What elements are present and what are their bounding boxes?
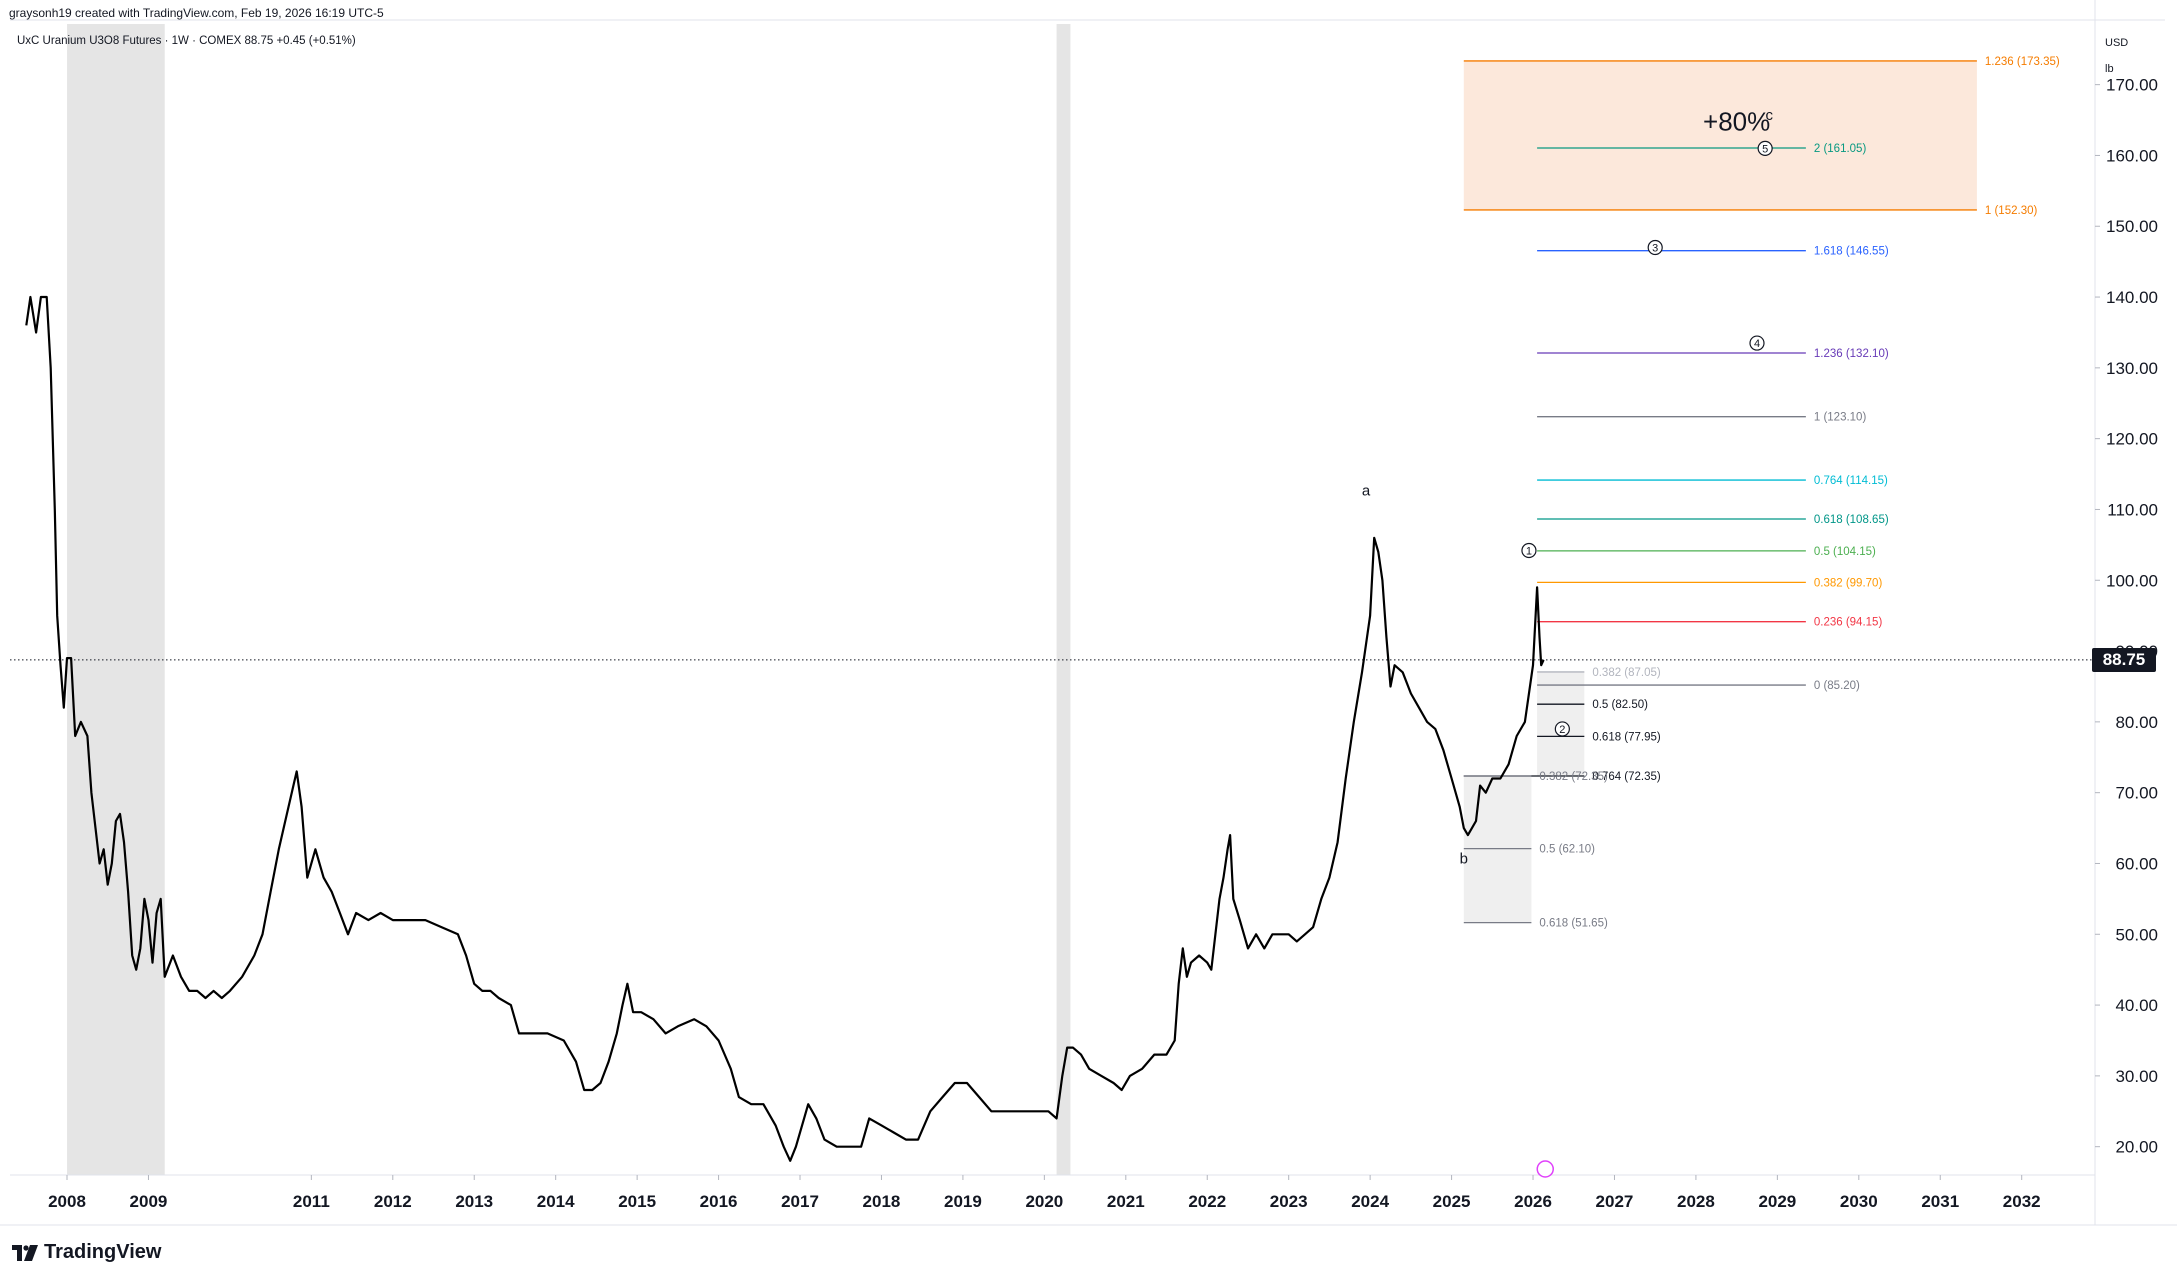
x-tick-label: 2026 (1514, 1192, 1552, 1211)
fib-label: 1.236 (132.10) (1814, 348, 1889, 360)
fib-label: 0 (85.20) (1814, 680, 1860, 692)
retracement-box (1463, 776, 1532, 923)
x-tick-label: 2023 (1270, 1192, 1308, 1211)
fib-label: 0.382 (72.35) (1539, 771, 1608, 783)
wave-letter-c: c (1765, 107, 1773, 124)
symbol-legend[interactable]: UxC Uranium U3O8 Futures · 1W · COMEX 88… (17, 35, 356, 47)
x-tick-label: 2008 (48, 1192, 86, 1211)
wave-number: 4 (1754, 338, 1760, 350)
x-tick-label: 2025 (1433, 1192, 1471, 1211)
y-tick-label: 140.00 (2106, 288, 2158, 307)
fib-label: 0.618 (108.65) (1814, 514, 1889, 526)
x-tick-label: 2018 (863, 1192, 901, 1211)
fib-label: 0.5 (82.50) (1592, 699, 1648, 711)
wave-circle (1647, 239, 1663, 256)
x-tick-label: 2013 (455, 1192, 493, 1211)
x-tick-label: 2012 (374, 1192, 412, 1211)
wave-circle (1757, 140, 1773, 156)
wave-number: 5 (1762, 143, 1768, 155)
target-zone (1463, 60, 1977, 210)
x-tick-label: 2011 (293, 1192, 330, 1211)
wave-circle (1521, 542, 1537, 559)
brand-name: TradingView (44, 1241, 162, 1263)
chart-credit: graysonh19 created with TradingView.com,… (9, 6, 384, 20)
fib-label: 1 (152.30) (1985, 205, 2038, 217)
retracement-boxes (1463, 671, 1585, 923)
y-tick-label: 170.00 (2106, 76, 2158, 95)
y-tick-label: 160.00 (2106, 146, 2158, 165)
tradingview-icon (12, 1244, 38, 1261)
currency-label[interactable]: USD (2105, 37, 2129, 49)
x-tick-label: 2020 (1025, 1192, 1063, 1211)
x-tick-label: 2009 (130, 1192, 168, 1211)
y-tick-label: 70.00 (2115, 784, 2158, 803)
shaded-period (1056, 24, 1071, 1175)
shaded-period (67, 24, 165, 1175)
fib-label: 0.618 (51.65) (1539, 918, 1608, 930)
price-line (25, 295, 1545, 1162)
x-tick-label: 2014 (537, 1192, 575, 1211)
fib-label: 2 (161.05) (1814, 143, 1867, 155)
fib-label: 1.618 (146.55) (1814, 246, 1889, 258)
y-tick-label: 110.00 (2107, 500, 2158, 519)
annotations: a b c+80% 1 2 3 4 5 (1362, 107, 1773, 1178)
wave-number: 3 (1652, 242, 1658, 254)
y-tick-label: 80.00 (2115, 713, 2158, 732)
fib-label: 0.236 (94.15) (1814, 617, 1883, 629)
fib-label: 0.764 (114.15) (1814, 475, 1888, 487)
y-tick-label: 60.00 (2115, 854, 2158, 873)
wave-letter-b: b (1460, 850, 1468, 867)
y-tick-label: 20.00 (2115, 1138, 2158, 1157)
y-tick-label: 150.00 (2106, 217, 2158, 236)
fib-label: 1 (123.10) (1814, 412, 1867, 424)
tradingview-logo[interactable]: TradingView (12, 1241, 161, 1264)
x-tick-label: 2015 (618, 1192, 656, 1211)
fib-label: 0.382 (99.70) (1814, 577, 1883, 589)
x-tick-label: 2016 (700, 1192, 738, 1211)
y-tick-label: 130.00 (2106, 359, 2158, 378)
last-price-tag: 88.75 (2092, 647, 2156, 672)
x-tick-label: 2032 (2003, 1192, 2041, 1211)
axes: 20.0030.0040.0050.0060.0070.0080.0090.00… (0, 0, 2177, 1226)
fibonacci-levels: 1.236 (173.35) 2 (161.05) 1 (152.30) 1.618 … (1463, 56, 2060, 930)
event-marker-icon (1536, 1160, 1554, 1178)
y-tick-label: 50.00 (2115, 925, 2158, 944)
fib-label: 0.382 (87.05) (1592, 667, 1661, 679)
y-tick-label: 40.00 (2115, 996, 2158, 1015)
wave-letter-a: a (1362, 482, 1371, 499)
wave-circle (1554, 721, 1570, 737)
x-tick-label: 2022 (1188, 1192, 1226, 1211)
x-tick-label: 2029 (1758, 1192, 1796, 1211)
x-tick-label: 2017 (781, 1192, 819, 1211)
price-series (25, 295, 1545, 1162)
shaded-periods (67, 24, 1071, 1175)
y-tick-label: 30.00 (2115, 1067, 2158, 1086)
fib-label: 0.764 (72.35) (1592, 771, 1661, 783)
x-tick-label: 2024 (1351, 1192, 1389, 1211)
x-tick-label: 2030 (1840, 1192, 1878, 1211)
fib-label: 0.5 (104.15) (1814, 546, 1876, 558)
wave-number: 1 (1526, 546, 1532, 558)
y-tick-label: 120.00 (2106, 430, 2158, 449)
fib-label: 1.236 (173.35) (1985, 56, 2060, 68)
x-tick-label: 2021 (1107, 1192, 1145, 1211)
x-tick-label: 2019 (944, 1192, 982, 1211)
x-tick-label: 2031 (1921, 1192, 1959, 1211)
target-zone-box (1463, 60, 1977, 210)
fib-label: 0.618 (77.95) (1592, 731, 1661, 743)
wave-circle (1749, 335, 1765, 351)
unit-label[interactable]: lb (2105, 63, 2114, 75)
x-tick-label: 2027 (1596, 1192, 1634, 1211)
fib-label: 0.5 (62.10) (1539, 844, 1595, 856)
y-tick-label: 100.00 (2106, 571, 2158, 590)
x-tick-label: 2028 (1677, 1192, 1715, 1211)
target-percent-label: +80% (1703, 107, 1770, 137)
wave-number: 2 (1559, 724, 1565, 736)
